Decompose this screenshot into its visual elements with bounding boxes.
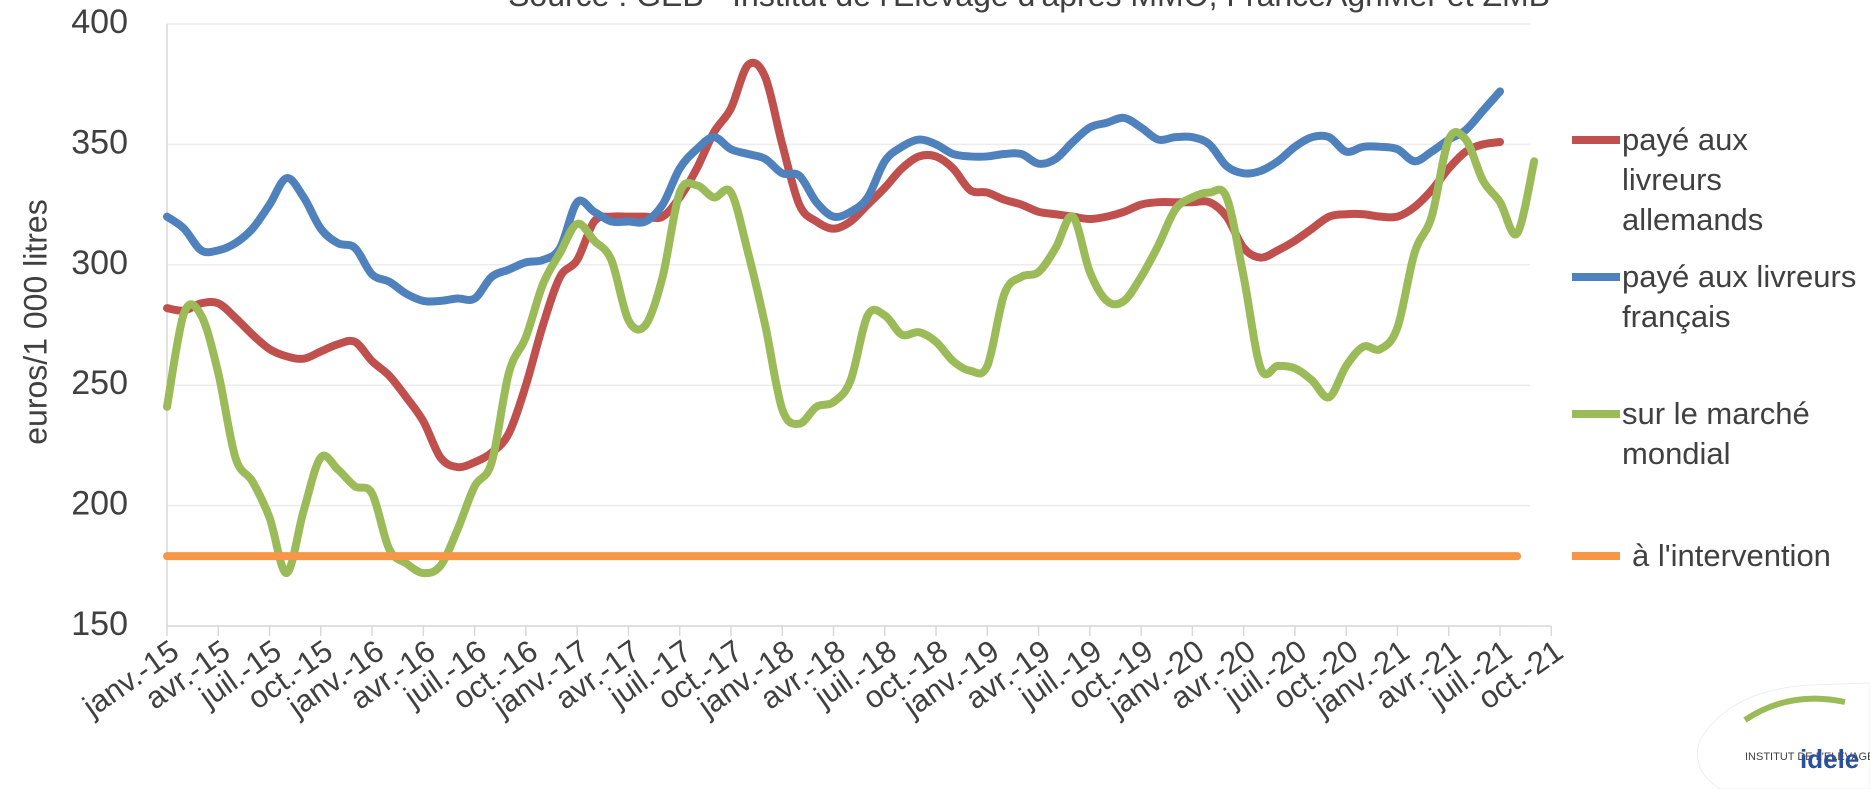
- y-tick-label: 150: [71, 605, 128, 643]
- legend-swatch: [1572, 136, 1620, 144]
- legend-label: payé aux livreurs français: [1622, 259, 1857, 334]
- y-tick-label: 300: [71, 244, 128, 282]
- legend-label: sur le marché mondial: [1622, 396, 1810, 471]
- y-tick-label: 250: [71, 364, 128, 402]
- y-tick-label: 400: [71, 3, 128, 41]
- series-line: [163, 128, 1539, 578]
- logo-swoosh: [1743, 695, 1846, 723]
- legend-swatch: [1572, 410, 1620, 418]
- y-tick-label: 350: [71, 123, 128, 161]
- logo-bg: [1697, 682, 1870, 789]
- logo-brand: idele: [1800, 744, 1859, 774]
- grid: [167, 23, 1530, 627]
- series-line: [163, 87, 1505, 306]
- legend-swatch: [1572, 273, 1620, 281]
- chart-title: Source : GEB - Institut de l'Elevage d'a…: [508, 0, 1550, 13]
- legend-label: à l'intervention: [1632, 538, 1831, 573]
- legend-swatch: [1572, 552, 1620, 560]
- legend-label: payé aux livreurs allemands: [1622, 122, 1764, 237]
- y-axis-label: euros/1 000 litres: [17, 199, 53, 444]
- series-line: [163, 58, 1505, 472]
- logo-top: INSTITUT DE L'ELEVAGE: [1745, 751, 1870, 763]
- y-tick-label: 200: [71, 485, 128, 523]
